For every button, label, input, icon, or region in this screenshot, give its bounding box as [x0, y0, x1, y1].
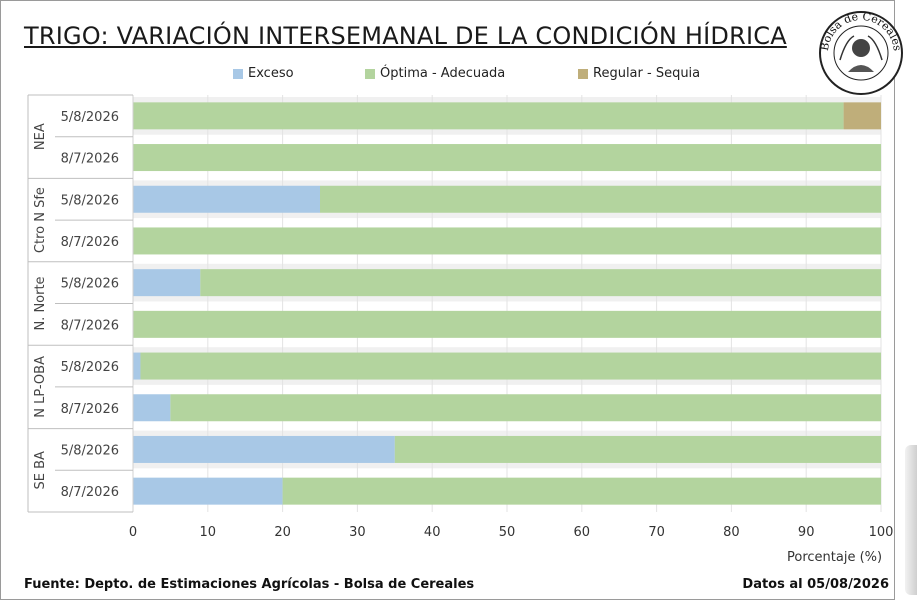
x-tick-label: 90	[798, 525, 815, 540]
bar-segment-exceso	[133, 269, 201, 297]
x-tick-label: 50	[499, 525, 516, 540]
bar-segment-exceso	[133, 435, 395, 463]
bar-segment--ptima-adecuada	[133, 102, 844, 130]
page-curl	[905, 445, 917, 595]
row-label: 5/8/2026	[61, 193, 119, 208]
bar-segment-exceso	[133, 394, 171, 422]
bar-segment-regular-sequia	[843, 102, 881, 130]
row-label: 8/7/2026	[61, 152, 119, 167]
bar-segment--ptima-adecuada	[282, 477, 882, 505]
chart-title: TRIGO: VARIACIÓN INTERSEMANAL DE LA COND…	[24, 22, 787, 50]
legend-swatch-regular	[578, 68, 588, 79]
x-tick-label: 0	[129, 525, 137, 540]
x-tick-label: 70	[648, 525, 665, 540]
x-axis-label: Porcentaje (%)	[787, 550, 883, 565]
legend-item-optima: Óptima - Adecuada	[365, 66, 505, 81]
legend-label-regular: Regular - Sequia	[593, 66, 701, 81]
x-tick-label: 40	[424, 525, 441, 540]
row-label: 8/7/2026	[61, 235, 119, 250]
group-label: N LP-OBA	[33, 356, 48, 418]
group-label: SE BA	[33, 451, 48, 490]
bar-segment-exceso	[133, 477, 283, 505]
x-tick-label: 60	[574, 525, 591, 540]
x-tick-label: 10	[200, 525, 217, 540]
x-tick-label: 30	[349, 525, 366, 540]
legend: Exceso Óptima - Adecuada Regular - Sequi…	[0, 66, 895, 84]
source-note: Fuente: Depto. de Estimaciones Agrícolas…	[24, 577, 475, 592]
group-label: NEA	[33, 123, 48, 150]
legend-item-regular: Regular - Sequia	[578, 66, 700, 81]
bar-segment--ptima-adecuada	[140, 352, 882, 380]
data-date: Datos al 05/08/2026	[742, 577, 889, 592]
bar-segment--ptima-adecuada	[170, 394, 881, 422]
row-label: 8/7/2026	[61, 318, 119, 333]
row-label: 8/7/2026	[61, 402, 119, 417]
legend-swatch-optima	[365, 68, 375, 79]
row-label: 5/8/2026	[61, 443, 119, 458]
row-label: 8/7/2026	[61, 485, 119, 500]
bar-segment-exceso	[133, 352, 141, 380]
x-tick-label: 80	[723, 525, 740, 540]
legend-label-optima: Óptima - Adecuada	[380, 66, 506, 81]
row-label: 5/8/2026	[61, 277, 119, 292]
row-label: 5/8/2026	[61, 360, 119, 375]
bar-segment--ptima-adecuada	[133, 144, 881, 172]
group-label: N. Norte	[33, 276, 48, 330]
legend-label-exceso: Exceso	[248, 66, 294, 81]
bar-segment--ptima-adecuada	[394, 435, 881, 463]
x-tick-label: 100	[869, 525, 894, 540]
bar-segment--ptima-adecuada	[133, 310, 881, 338]
bar-segment--ptima-adecuada	[133, 227, 881, 255]
row-label: 5/8/2026	[61, 110, 119, 125]
bar-segment--ptima-adecuada	[320, 185, 881, 213]
x-tick-label: 20	[274, 525, 291, 540]
legend-item-exceso: Exceso	[233, 66, 294, 81]
bar-segment--ptima-adecuada	[200, 269, 881, 297]
legend-swatch-exceso	[233, 68, 243, 79]
group-label: Ctro N Sfe	[33, 187, 48, 253]
bar-segment-exceso	[133, 185, 320, 213]
bolsa-de-cereales-logo: Bolsa de Cereales	[818, 10, 904, 95]
